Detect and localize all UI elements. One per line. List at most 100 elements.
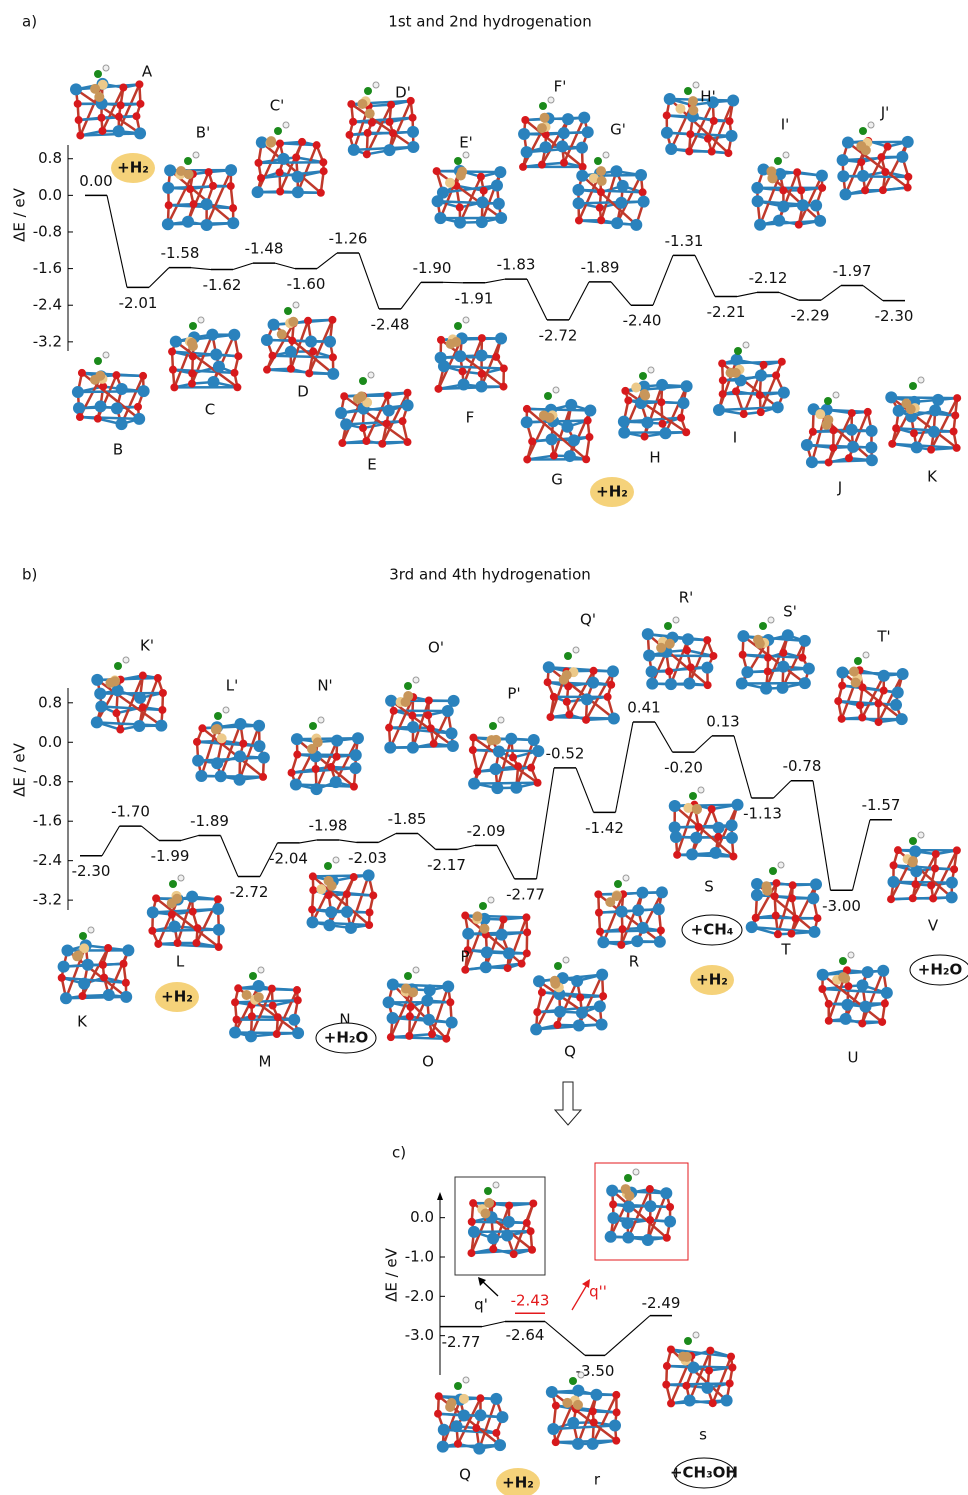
atom (472, 1424, 480, 1432)
atom (607, 681, 615, 689)
atom (305, 336, 317, 348)
atom (544, 392, 552, 400)
value-label: -1.90 (413, 259, 452, 277)
atom (887, 876, 899, 888)
atom (607, 1212, 619, 1224)
atom (235, 718, 247, 730)
atom (908, 857, 918, 867)
atom (328, 316, 336, 324)
atom (911, 441, 923, 453)
atom (726, 117, 734, 125)
atom (829, 444, 837, 452)
atom (169, 921, 181, 933)
bond (468, 950, 527, 953)
atom (683, 803, 693, 813)
atom (227, 217, 239, 229)
atom (91, 674, 103, 686)
atom (663, 1362, 671, 1370)
atom (139, 372, 147, 380)
atom (501, 1229, 513, 1241)
bond (667, 1366, 733, 1367)
atom (234, 352, 242, 360)
atom (734, 347, 742, 355)
atom (878, 670, 890, 682)
atom (658, 420, 666, 428)
atom (78, 992, 86, 1000)
bond (474, 783, 537, 784)
atom (642, 628, 654, 640)
value-label: -1.70 (111, 803, 150, 821)
atom (494, 166, 506, 178)
atom (874, 700, 882, 708)
connector (102, 826, 120, 856)
bond (846, 188, 908, 195)
atom (854, 657, 862, 665)
connector (853, 820, 871, 891)
atom (445, 178, 455, 188)
atom (881, 1000, 889, 1008)
atom (99, 961, 107, 969)
atom (103, 352, 109, 358)
atom (594, 1000, 606, 1012)
atom (518, 960, 526, 968)
atom (58, 974, 66, 982)
atom (389, 129, 397, 137)
atom (364, 129, 372, 137)
atom (438, 1424, 450, 1436)
y-tick-label: -2.4 (33, 296, 62, 314)
atom (162, 218, 174, 230)
atom (624, 396, 632, 404)
atom (656, 886, 668, 898)
bond (443, 1445, 500, 1446)
atom (135, 80, 143, 88)
bond (202, 726, 259, 729)
atom (178, 875, 184, 881)
atom (172, 894, 182, 904)
atom (122, 944, 134, 956)
y-tick-label: -1.0 (405, 1248, 434, 1266)
bond (390, 746, 453, 748)
atom (164, 164, 176, 176)
atom (408, 712, 416, 720)
connector (605, 1316, 650, 1356)
atom (863, 652, 869, 658)
atom (133, 720, 145, 732)
atom (288, 769, 296, 777)
atom (359, 424, 367, 432)
atom (193, 152, 199, 158)
bond (891, 397, 956, 448)
atom (347, 100, 355, 108)
atom (540, 141, 552, 153)
additive-label: +H₂ (117, 159, 149, 177)
atom (139, 672, 147, 680)
bond (76, 89, 140, 133)
atom (500, 383, 508, 391)
structure-label: Q (564, 1043, 576, 1061)
atom (211, 757, 223, 769)
atom (504, 964, 512, 972)
atom (564, 652, 572, 660)
bond (168, 223, 233, 224)
atom (751, 878, 763, 890)
atom (74, 100, 82, 108)
atom (294, 996, 302, 1004)
value-label: 0.41 (627, 699, 660, 717)
atom (442, 1035, 450, 1043)
atom (448, 695, 460, 707)
atom (552, 1438, 560, 1446)
structure-label: E (367, 456, 376, 474)
atom (112, 709, 120, 717)
y-tick-label: 0.8 (38, 149, 62, 167)
value-label: -2.30 (875, 307, 914, 325)
atom (233, 383, 241, 391)
atom (795, 221, 803, 229)
atom (787, 930, 795, 938)
atom (132, 112, 140, 120)
atom (596, 1018, 608, 1030)
atom (953, 846, 961, 854)
atom (479, 924, 489, 934)
atom (214, 895, 222, 903)
atom (663, 111, 671, 119)
structure-label: E' (459, 134, 473, 152)
structure-label: I' (781, 116, 790, 134)
